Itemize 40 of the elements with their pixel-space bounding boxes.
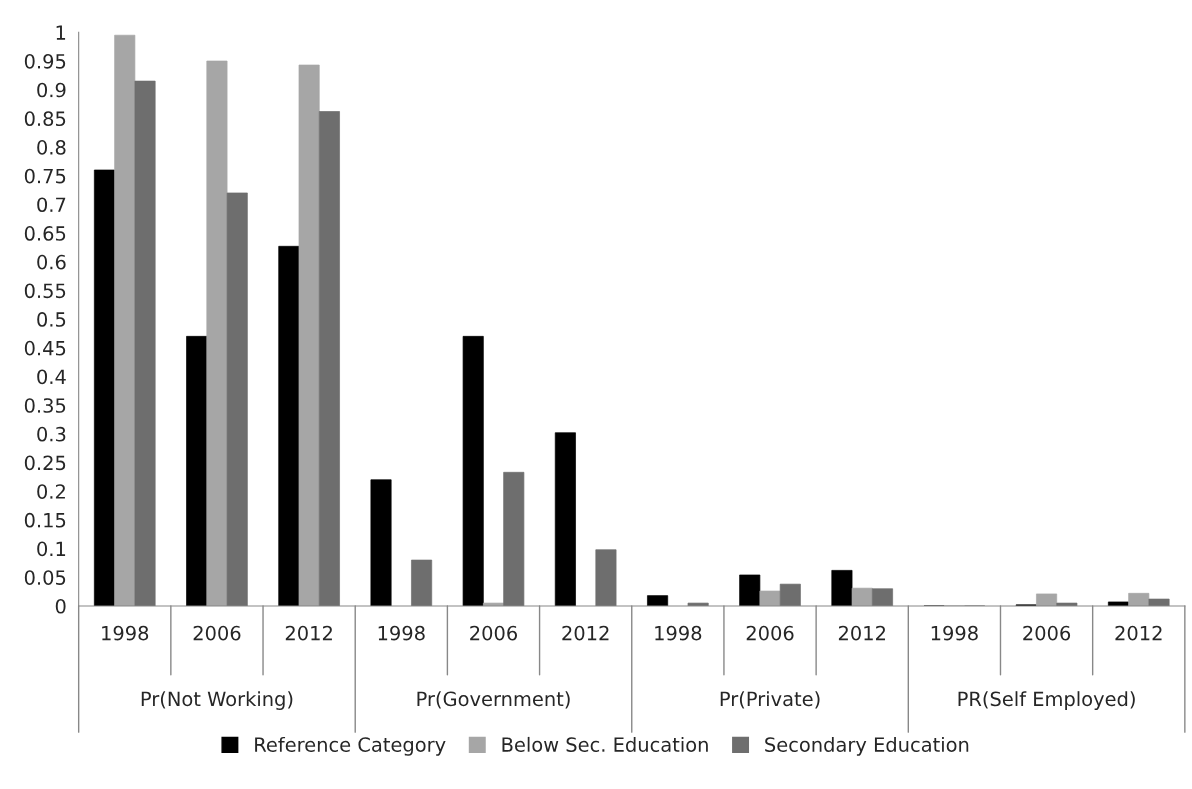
y-tick-label: 0.65	[24, 226, 66, 241]
legend-label: Secondary Education	[765, 736, 969, 756]
y-tick-label: 1	[56, 25, 66, 40]
y-tick-label: 0.4	[37, 369, 66, 385]
x-tick-label: 2006	[746, 625, 794, 641]
y-tick-label: 0.8	[37, 140, 66, 155]
x-tick-label: 2006	[470, 625, 518, 641]
x-tick-label: 2012	[285, 625, 332, 641]
y-tick-label: 0.9	[37, 82, 66, 98]
y-tick-label: 0.55	[24, 283, 66, 299]
x-tick-label: 2012	[562, 625, 609, 641]
legend-label: Reference Category	[255, 736, 446, 756]
y-tick-label: 0.75	[24, 168, 66, 184]
y-tick-label: 0.35	[24, 398, 66, 413]
x-tick-label: 2012	[838, 625, 886, 641]
x-tick-label: 2012	[1115, 625, 1162, 641]
y-tick-label: 0.25	[24, 455, 66, 471]
x-tick-label: 1998	[655, 625, 702, 641]
y-tick-label: 0.95	[24, 53, 66, 69]
text: Pr(Private)	[720, 691, 820, 709]
text: PR(Self Employed)	[958, 691, 1135, 711]
x-tick-label: 1998	[378, 625, 425, 641]
y-tick-label: 0.2	[37, 484, 65, 499]
y-tick-label: 0.3	[37, 426, 66, 442]
y-tick-label: 0.45	[24, 340, 66, 356]
y-tick-label: 0.6	[37, 254, 66, 270]
y-tick-label: 0.15	[24, 512, 66, 528]
y-tick-label: 0.05	[24, 570, 66, 585]
x-tick-label: 2006	[193, 625, 241, 641]
text: Pr(Not Working)	[141, 691, 293, 711]
legend-label: Below Sec. Education	[502, 736, 708, 752]
y-tick-label: 0.7	[37, 197, 66, 213]
y-tick-label: 0	[55, 598, 66, 614]
x-tick-label: 2006	[1023, 625, 1071, 641]
y-tick-label: 0.85	[24, 111, 66, 127]
x-tick-label: 1998	[931, 625, 978, 641]
y-tick-label: 0.1	[37, 541, 66, 557]
text: Pr(Government)	[417, 691, 570, 709]
x-tick-label: 1998	[102, 625, 149, 641]
y-tick-label: 0.5	[37, 312, 66, 327]
